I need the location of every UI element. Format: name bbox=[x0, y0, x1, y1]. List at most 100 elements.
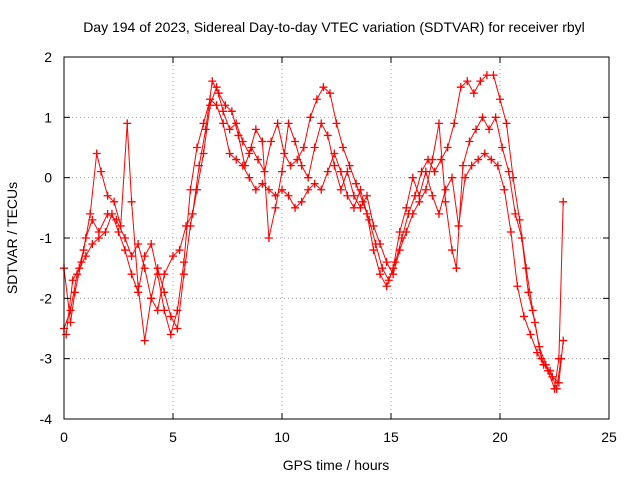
data-point bbox=[456, 83, 465, 92]
data-point bbox=[278, 167, 286, 176]
data-point bbox=[199, 149, 208, 158]
data-point bbox=[206, 95, 215, 104]
data-point bbox=[310, 179, 319, 188]
data-point bbox=[389, 264, 398, 273]
data-point bbox=[319, 83, 328, 92]
series-trace bbox=[63, 74, 564, 384]
data-point bbox=[291, 137, 300, 146]
data-point bbox=[121, 246, 130, 255]
data-point bbox=[530, 318, 539, 327]
data-point bbox=[504, 167, 513, 176]
axis-tick-labels: 0 5 10 15 20 25 -4 -3 -2 -1 0 1 2 bbox=[40, 49, 617, 445]
data-point bbox=[238, 161, 247, 170]
data-point bbox=[68, 276, 77, 285]
data-point bbox=[299, 143, 308, 152]
data-point bbox=[251, 125, 260, 134]
data-point bbox=[251, 185, 260, 194]
y-tick-label: 0 bbox=[44, 170, 52, 186]
data-point bbox=[500, 185, 509, 194]
data-point bbox=[160, 306, 169, 315]
y-tick-label: -1 bbox=[40, 230, 53, 246]
data-point bbox=[123, 119, 132, 128]
data-point bbox=[192, 143, 201, 152]
x-tick-label: 5 bbox=[169, 429, 177, 445]
data-point bbox=[421, 185, 430, 194]
data-point bbox=[212, 101, 221, 110]
data-point bbox=[434, 119, 443, 128]
y-tick-label: -4 bbox=[40, 411, 53, 427]
data-point bbox=[428, 155, 437, 164]
data-point bbox=[317, 119, 326, 128]
data-point bbox=[254, 155, 263, 164]
data-point bbox=[421, 167, 430, 176]
data-point bbox=[524, 288, 533, 297]
data-point bbox=[395, 246, 404, 255]
data-point bbox=[463, 77, 472, 86]
data-point bbox=[264, 185, 273, 194]
series-track-c bbox=[62, 95, 566, 393]
data-point bbox=[539, 360, 548, 369]
data-point bbox=[498, 143, 507, 152]
data-point bbox=[376, 240, 385, 249]
data-point bbox=[485, 125, 494, 134]
data-point bbox=[284, 119, 293, 128]
data-point bbox=[110, 197, 119, 206]
data-point bbox=[186, 221, 195, 230]
data-point bbox=[559, 197, 568, 206]
data-point bbox=[199, 119, 208, 128]
data-point bbox=[97, 167, 106, 176]
data-point bbox=[402, 203, 411, 212]
data-point bbox=[103, 191, 112, 200]
data-point bbox=[519, 312, 528, 321]
data-series bbox=[60, 71, 568, 393]
data-point bbox=[258, 179, 267, 188]
data-point bbox=[325, 89, 334, 98]
data-point bbox=[227, 107, 236, 116]
data-point bbox=[232, 155, 241, 164]
data-point bbox=[140, 336, 149, 345]
data-point bbox=[245, 149, 254, 158]
data-point bbox=[509, 173, 518, 182]
grid bbox=[64, 57, 609, 419]
data-point bbox=[284, 191, 293, 200]
data-point bbox=[489, 71, 498, 80]
data-point bbox=[452, 264, 461, 273]
data-point bbox=[70, 288, 79, 297]
x-tick-label: 20 bbox=[492, 429, 508, 445]
data-point bbox=[339, 143, 348, 152]
data-point bbox=[336, 167, 345, 176]
data-point bbox=[127, 197, 136, 206]
data-point bbox=[173, 324, 182, 333]
data-point bbox=[323, 167, 332, 176]
data-point bbox=[480, 149, 489, 158]
data-point bbox=[441, 185, 450, 194]
data-point bbox=[310, 143, 319, 152]
data-point bbox=[245, 173, 254, 182]
data-point bbox=[546, 366, 555, 375]
data-point bbox=[408, 209, 417, 218]
data-point bbox=[304, 185, 313, 194]
data-point bbox=[395, 227, 404, 236]
data-point bbox=[219, 119, 228, 128]
data-point bbox=[323, 131, 332, 140]
data-point bbox=[382, 282, 391, 291]
data-point bbox=[533, 348, 542, 357]
data-point bbox=[291, 203, 300, 212]
data-point bbox=[345, 161, 354, 170]
data-point bbox=[66, 306, 75, 315]
data-point bbox=[559, 336, 568, 345]
data-point bbox=[443, 143, 452, 152]
data-point bbox=[127, 270, 136, 279]
data-point bbox=[75, 264, 84, 273]
data-point bbox=[441, 197, 450, 206]
data-point bbox=[88, 215, 97, 224]
data-point bbox=[474, 155, 483, 164]
data-point bbox=[506, 227, 515, 236]
data-point bbox=[363, 191, 372, 200]
data-point bbox=[225, 149, 234, 158]
x-tick-label: 25 bbox=[601, 429, 617, 445]
data-point bbox=[511, 209, 520, 218]
data-point bbox=[450, 119, 459, 128]
data-point bbox=[127, 252, 136, 261]
